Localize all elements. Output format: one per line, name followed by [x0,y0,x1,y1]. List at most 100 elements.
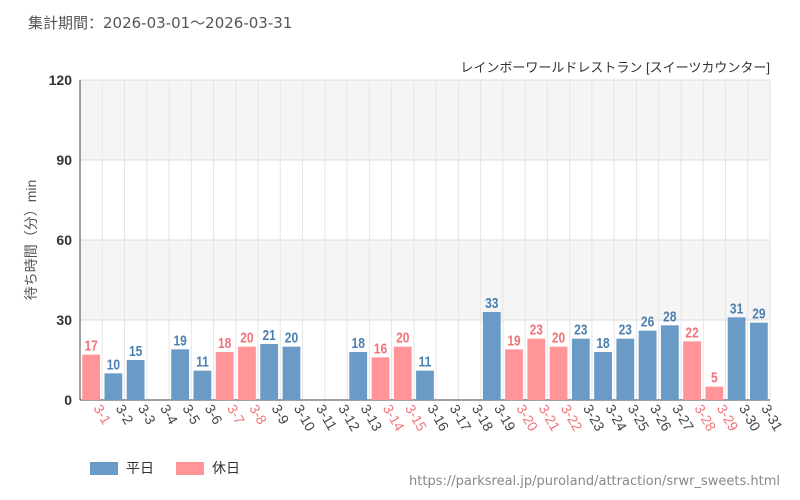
bar-3-22 [549,346,568,400]
y-tick-label: 60 [56,232,72,248]
source-url: https://parksreal.jp/puroland/attraction… [409,474,780,489]
x-tick-label: 3-26 [647,402,675,434]
bar-3-1 [82,354,101,400]
legend-swatch-holiday [176,461,204,475]
data-label-3-22: 20 [552,329,565,346]
data-label-3-9: 21 [263,327,277,344]
data-label-3-15: 20 [396,329,409,346]
chart-title: レインボーワールドレストラン [スイーツカウンター] [460,60,770,75]
data-label-3-20: 19 [507,332,521,349]
x-tick-label: 3-9 [269,402,293,428]
x-tick-label: 3-21 [536,402,564,434]
x-tick-label: 3-27 [669,402,697,434]
bar-3-15 [393,346,412,400]
bar-3-10 [282,346,301,400]
x-tick-label: 3-18 [469,402,497,434]
bar-3-26 [638,330,657,400]
legend-item-holiday[interactable]: 休日 [176,458,240,478]
bar-3-27 [660,325,679,400]
data-label-3-13: 18 [352,335,366,352]
y-tick-label: 30 [56,312,72,328]
data-label-3-19: 33 [485,295,499,312]
bar-3-3 [126,360,145,400]
bar-3-14 [371,357,390,400]
x-tick-label: 3-25 [625,402,653,434]
data-label-3-23: 23 [574,321,588,338]
data-label-3-26: 26 [641,313,655,330]
bar-3-13 [349,352,368,400]
bar-3-23 [571,338,590,400]
data-label-3-7: 18 [218,335,232,352]
bar-3-29 [705,386,724,400]
data-label-3-25: 23 [619,321,633,338]
bar-3-8 [238,346,256,400]
bar-3-2 [104,373,123,400]
x-tick-label: 3-24 [602,402,630,434]
data-label-3-6: 11 [196,353,209,370]
data-label-3-30: 31 [730,300,744,317]
data-label-3-8: 20 [240,329,253,346]
x-tick-label: 3-7 [224,402,248,428]
legend-item-weekday[interactable]: 平日 [90,458,154,478]
data-label-3-24: 18 [596,335,610,352]
legend-swatch-weekday [90,461,118,475]
x-tick-label: 3-16 [424,402,452,434]
x-tick-label: 3-3 [135,402,159,428]
x-tick-label: 3-20 [513,402,541,434]
y-tick-label: 120 [49,72,73,88]
bar-3-25 [616,338,635,400]
grid-band [80,240,770,320]
x-tick-label: 3-29 [714,402,742,434]
data-label-3-10: 20 [285,329,298,346]
x-tick-label: 3-4 [157,402,181,428]
x-tick-label: 3-1 [91,402,115,428]
bar-3-24 [594,352,612,400]
bar-3-19 [482,312,501,400]
x-tick-label: 3-22 [558,402,586,434]
x-tick-label: 3-17 [447,402,475,434]
x-tick-label: 3-30 [736,402,764,434]
data-label-3-14: 16 [374,340,388,357]
data-label-3-16: 11 [419,353,432,370]
data-label-3-28: 22 [685,324,699,341]
x-tick-label: 3-13 [358,402,386,434]
data-label-3-5: 19 [173,332,187,349]
x-tick-label: 3-31 [758,402,786,434]
y-axis-label: 待ち時間（分）min [23,180,39,301]
y-tick-label: 90 [56,152,72,168]
bar-3-31 [749,322,768,400]
bar-3-20 [505,349,523,400]
x-tick-label: 3-15 [402,402,430,434]
x-tick-label: 3-11 [313,402,340,434]
legend-label-holiday: 休日 [212,461,240,477]
bar-3-6 [193,370,212,400]
x-tick-label: 3-14 [380,402,408,434]
data-label-3-3: 15 [129,343,143,360]
bar-3-9 [260,344,279,400]
data-label-3-1: 17 [84,337,97,354]
grid-band [80,80,770,160]
x-tick-label: 3-2 [113,402,137,428]
data-label-3-2: 10 [107,356,120,373]
data-label-3-27: 28 [663,308,677,325]
x-tick-label: 3-28 [691,402,719,434]
bar-3-5 [171,349,190,400]
x-tick-label: 3-6 [202,402,226,428]
bar-3-30 [727,317,746,400]
x-tick-label: 3-10 [291,402,319,434]
data-label-3-21: 23 [530,321,544,338]
x-tick-label: 3-8 [246,402,270,428]
bar-3-16 [416,370,434,400]
y-tick-label: 0 [64,392,72,408]
bar-3-21 [527,338,546,400]
bar-3-7 [215,352,234,400]
legend-label-weekday: 平日 [126,461,154,477]
bar-3-28 [683,341,701,400]
data-label-3-31: 29 [752,305,766,322]
x-tick-label: 3-23 [580,402,608,434]
data-label-3-29: 5 [711,369,718,386]
x-tick-label: 3-12 [335,402,363,434]
period-label: 集計期間：2026-03-01〜2026-03-31 [28,14,293,32]
x-tick-label: 3-5 [180,402,204,428]
